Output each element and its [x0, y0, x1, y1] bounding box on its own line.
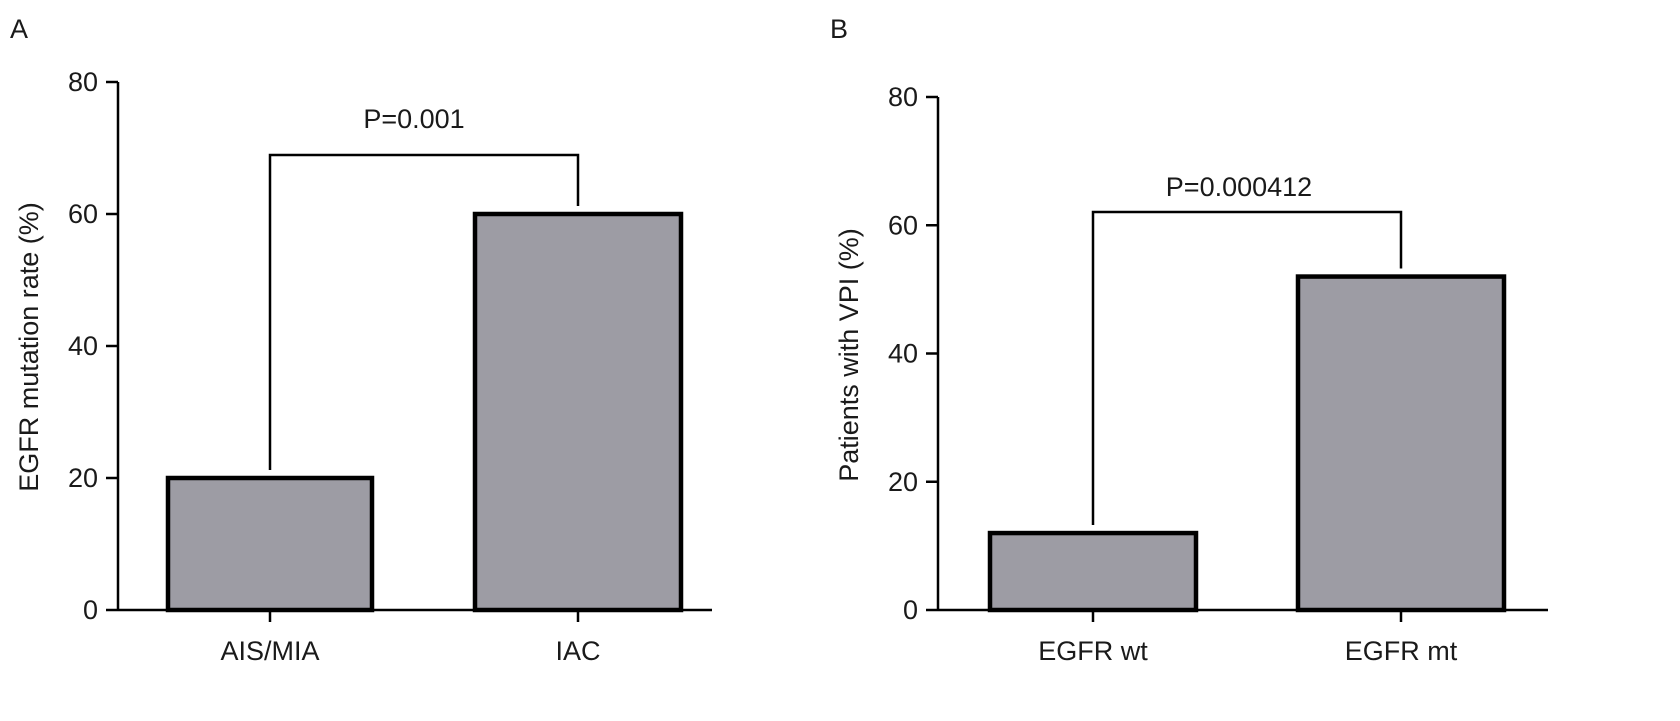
- y-tick-label: 40: [68, 331, 98, 361]
- panel-b: B 0 20 40 60 80 Patients with VPI (%) EGFR w…: [830, 14, 1548, 666]
- y-tick-label: 40: [888, 339, 918, 369]
- significance-bracket: [1091, 210, 1403, 526]
- panel-a: A 0 20 40 60 80 EGFR mutation rate (%) AIS/M…: [10, 14, 712, 666]
- y-tick-label: 20: [888, 467, 918, 497]
- y-tick-label: 0: [903, 595, 918, 625]
- p-value-label: P=0.000412: [1166, 172, 1312, 202]
- y-tick-label: 80: [68, 67, 98, 97]
- y-tick-label: 80: [888, 82, 918, 112]
- panel-b-y-ticks: 0 20 40 60 80: [888, 82, 938, 625]
- y-tick-label: 60: [68, 199, 98, 229]
- panel-b-significance: P=0.000412: [1091, 172, 1403, 526]
- category-label: IAC: [555, 636, 600, 666]
- panel-label-a: A: [10, 14, 28, 44]
- y-tick-label: 60: [888, 210, 918, 240]
- y-tick-label: 20: [68, 463, 98, 493]
- panel-a-y-ticks: 0 20 40 60 80: [68, 67, 118, 625]
- panel-b-y-axis-title: Patients with VPI (%): [834, 228, 864, 482]
- panel-a-significance: P=0.001: [268, 104, 580, 470]
- p-value-label: P=0.001: [363, 104, 464, 134]
- panel-a-y-axis-title: EGFR mutation rate (%): [14, 202, 44, 492]
- significance-bracket: [268, 153, 580, 470]
- bar-egfr-mt: [1295, 274, 1507, 613]
- panel-label-b: B: [830, 14, 848, 44]
- bar-egfr-wt: [987, 530, 1199, 613]
- panel-b-bars: [987, 274, 1507, 613]
- panel-a-bars: [165, 211, 684, 613]
- y-tick-label: 0: [83, 595, 98, 625]
- bar-iac: [472, 211, 684, 613]
- category-label: AIS/MIA: [220, 636, 319, 666]
- category-label: EGFR wt: [1038, 636, 1148, 666]
- panel-a-category-labels: AIS/MIA IAC: [220, 610, 601, 666]
- panel-b-category-labels: EGFR wt EGFR mt: [1038, 610, 1458, 666]
- bar-ais-mia: [165, 475, 375, 613]
- category-label: EGFR mt: [1345, 636, 1458, 666]
